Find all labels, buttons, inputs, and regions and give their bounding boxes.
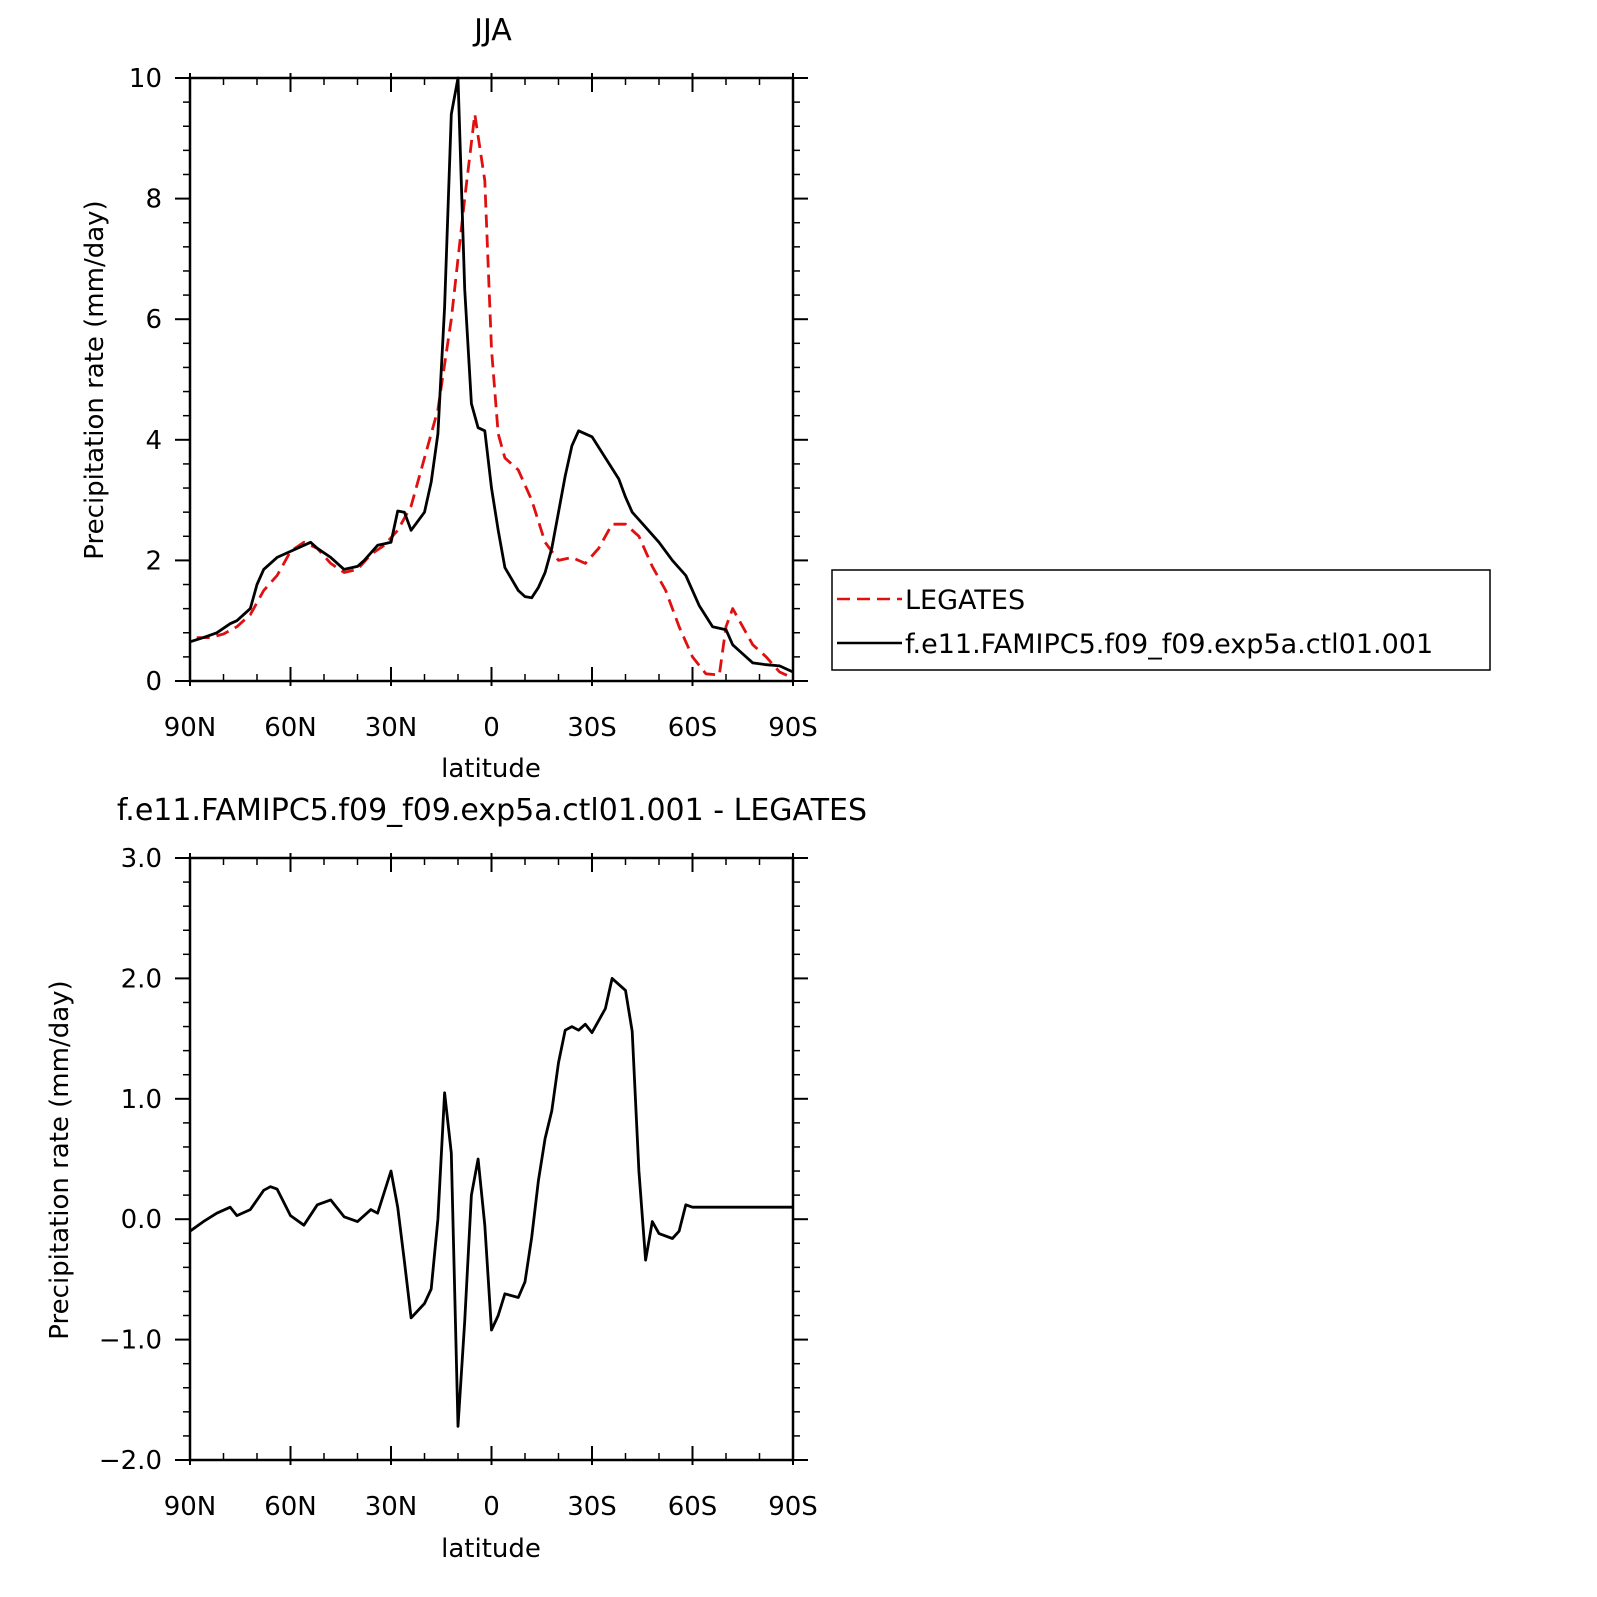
bottom-chart: f.e11.FAMIPC5.f09_f09.exp5a.ctl01.001 - …	[45, 793, 867, 1564]
bottom-x-tick-label: 60S	[668, 1492, 718, 1522]
bottom-y-tick-label: 2.0	[121, 964, 162, 994]
top-y-tick-label: 4	[145, 426, 162, 456]
top-chart-frame	[188, 76, 795, 683]
top-x-tick-label: 30N	[365, 713, 418, 743]
bottom-y-tick-label: 1.0	[121, 1085, 162, 1115]
top-x-tick-label: 90N	[164, 713, 217, 743]
legend-box	[831, 569, 1491, 671]
bottom-y-tick-label: −2.0	[99, 1446, 162, 1476]
top-chart-title: JJA	[472, 13, 512, 48]
top-x-tick-label: 90S	[768, 713, 818, 743]
top-y-tick-label: 10	[129, 64, 162, 94]
top-y-tick-label: 0	[145, 667, 162, 697]
bottom-chart-title: f.e11.FAMIPC5.f09_f09.exp5a.ctl01.001 - …	[117, 793, 867, 828]
bottom-x-tick-label: 30S	[567, 1492, 617, 1522]
top-x-tick-label: 60N	[264, 713, 317, 743]
top-y-tick-label: 6	[145, 305, 162, 335]
legend-label-legates: LEGATES	[905, 585, 1025, 616]
bottom-x-tick-label: 90N	[164, 1492, 217, 1522]
bottom-chart-y-axis-label: Precipitation rate (mm/day)	[45, 980, 75, 1339]
bottom-x-tick-label: 90S	[768, 1492, 818, 1522]
bottom-x-tick-label: 30N	[365, 1492, 418, 1522]
bottom-chart-plot: 90N 60N 30N 0 30S 60S 90S −2.0 −1.0 0.0 1.0 2.0 3.0	[99, 844, 818, 1522]
top-y-tick-label: 8	[145, 185, 162, 215]
top-chart-legend: LEGATES f.e11.FAMIPC5.f09_f09.exp5a.ctl0…	[831, 569, 1491, 671]
top-y-tick-label: 2	[145, 546, 162, 576]
top-x-tick-label: 60S	[668, 713, 718, 743]
top-chart-x-axis-label: latitude	[441, 754, 541, 784]
bottom-chart-x-axis-label: latitude	[441, 1534, 541, 1564]
top-series-line-0	[196, 112, 794, 680]
bottom-y-tick-label: 0.0	[121, 1205, 162, 1235]
bottom-x-tick-label: 0	[483, 1492, 500, 1522]
legend-label-model: f.e11.FAMIPC5.f09_f09.exp5a.ctl01.001	[905, 629, 1433, 660]
bottom-y-tick-label: 3.0	[121, 844, 162, 874]
top-x-tick-label: 0	[483, 713, 500, 743]
top-chart-plot: 90N 60N 30N 0 30S 60S 90S 0 2 4 6 8 10	[129, 64, 818, 743]
top-series-line-1	[189, 76, 794, 674]
top-x-tick-label: 30S	[567, 713, 617, 743]
bottom-chart-frame	[188, 856, 795, 1462]
top-chart-y-axis-label: Precipitation rate (mm/day)	[80, 200, 110, 559]
top-chart: JJA 90N 60N 30N 0 30S 60S 90S 0 2 4 6 8 10 Precipita…	[80, 13, 1491, 784]
bottom-y-tick-label: −1.0	[99, 1326, 162, 1356]
bottom-series-line-0	[189, 977, 793, 1428]
bottom-x-tick-label: 60N	[264, 1492, 317, 1522]
